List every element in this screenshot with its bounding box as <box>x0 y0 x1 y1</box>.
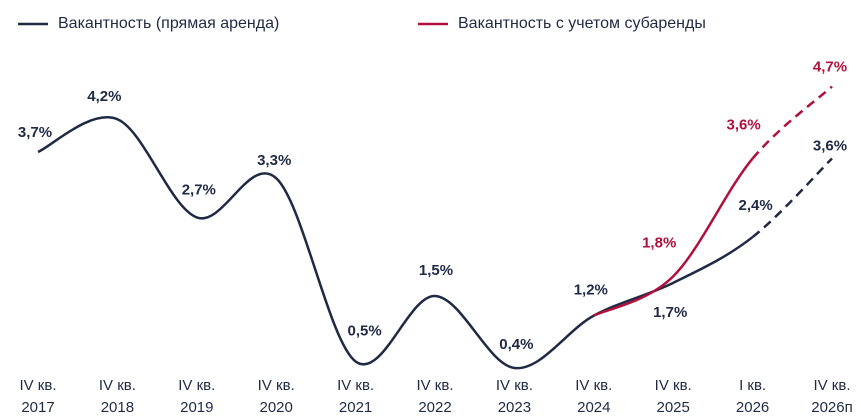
x-tick-line: IV кв. <box>337 377 374 394</box>
value-label: 1,2% <box>574 282 608 299</box>
x-tick-label: I кв. 2026 <box>736 377 769 416</box>
x-tick-label: IV кв. 2019 <box>178 377 215 416</box>
line <box>37 116 754 370</box>
value-label: 1,7% <box>653 304 687 321</box>
value-label: 2,7% <box>182 181 216 198</box>
x-tick-label: IV кв. 2023 <box>496 377 533 416</box>
x-tick-line: IV кв. <box>575 377 612 394</box>
x-tick-line: IV кв. <box>496 377 533 394</box>
x-tick-line: 2025 <box>657 399 690 416</box>
value-label: 1,5% <box>419 262 453 279</box>
x-tick-line: IV кв. <box>99 377 136 394</box>
value-label: 3,3% <box>257 152 291 169</box>
x-tick-line: 2024 <box>577 399 610 416</box>
value-label: 0,5% <box>347 322 381 339</box>
x-tick-line: 2020 <box>260 399 293 416</box>
forecast-line <box>751 157 833 239</box>
x-tick-label: IV кв. 2026п <box>811 377 853 416</box>
x-tick-label: IV кв. 2018 <box>99 377 136 416</box>
value-label: 2,4% <box>738 197 772 214</box>
x-tick-label: IV кв. 2025 <box>655 377 692 416</box>
value-label: 4,7% <box>813 58 847 75</box>
value-label: 3,6% <box>813 137 847 154</box>
value-label: 4,2% <box>87 88 121 105</box>
value-label: 1,8% <box>642 234 676 251</box>
x-tick-line: I кв. <box>739 377 766 394</box>
x-tick-line: 2018 <box>101 399 134 416</box>
x-tick-line: IV кв. <box>19 377 56 394</box>
forecast-line <box>751 85 833 160</box>
x-tick-line: IV кв. <box>178 377 215 394</box>
x-tick-line: IV кв. <box>813 377 850 394</box>
line <box>593 157 754 317</box>
x-tick-line: IV кв. <box>416 377 453 394</box>
x-tick-line: 2021 <box>339 399 372 416</box>
legend-label: Вакантность (прямая аренда) <box>58 15 279 32</box>
x-tick-line: IV кв. <box>655 377 692 394</box>
x-tick-label: IV кв. 2021 <box>337 377 374 416</box>
x-tick-line: 2019 <box>180 399 213 416</box>
x-tick-line: 2026п <box>811 399 853 416</box>
x-tick-label: IV кв. 2022 <box>416 377 453 416</box>
legend-label: Вакантность с учетом субаренды <box>458 15 706 32</box>
x-tick-line: 2017 <box>21 399 54 416</box>
value-label: 0,4% <box>499 336 533 353</box>
x-tick-line: 2026 <box>736 399 769 416</box>
value-label: 3,6% <box>726 116 760 133</box>
x-tick-label: IV кв. 2024 <box>575 377 612 416</box>
x-tick-label: IV кв. 2017 <box>19 377 56 416</box>
x-tick-line: 2022 <box>418 399 451 416</box>
x-tick-label: IV кв. 2020 <box>258 377 295 416</box>
value-label: 3,7% <box>18 124 52 141</box>
x-tick-line: 2023 <box>498 399 531 416</box>
x-tick-line: IV кв. <box>258 377 295 394</box>
